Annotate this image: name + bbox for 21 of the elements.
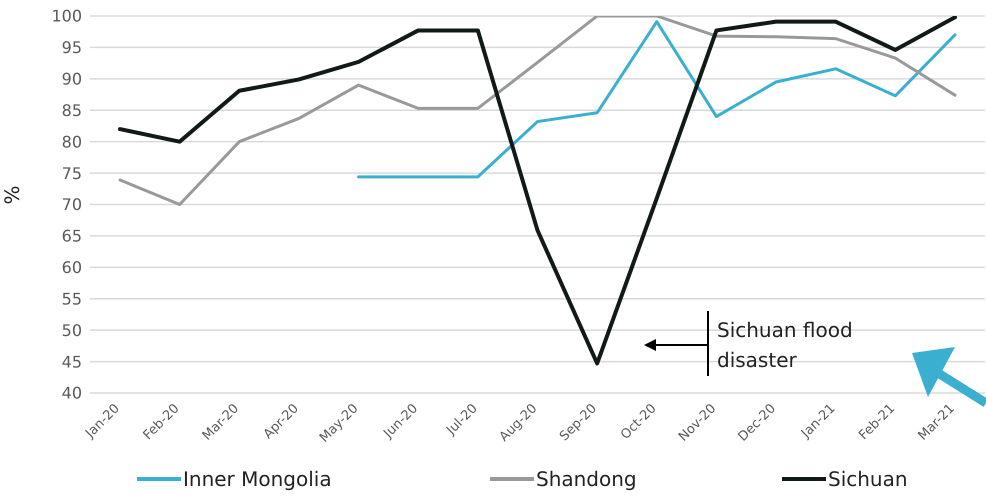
y-tick-label: 50 (62, 320, 82, 340)
y-tick-label: 60 (62, 258, 82, 278)
line-series (118, 16, 956, 206)
y-tick-label: 45 (62, 352, 82, 372)
legend-label: Inner Mongolia (183, 467, 332, 491)
y-tick-label: 80 (62, 132, 82, 152)
line-series (118, 16, 957, 366)
y-tick-label: 40 (62, 384, 82, 403)
y-tick-label: 100 (51, 6, 82, 26)
y-tick-label: 75 (62, 164, 82, 183)
legend-label: Shandong (536, 467, 637, 491)
line-series (357, 20, 956, 178)
annotation: Sichuan flood disaster (717, 318, 853, 372)
y-tick-label: 90 (62, 70, 82, 89)
y-tick-label: 85 (62, 100, 82, 120)
y-tick-label: 55 (62, 289, 82, 308)
y-axis-title: % (0, 185, 24, 204)
legend-label: Sichuan (828, 467, 908, 491)
y-tick-label: 95 (62, 38, 82, 58)
y-tick-label: 70 (62, 195, 82, 214)
y-tick-label: 65 (62, 226, 82, 246)
